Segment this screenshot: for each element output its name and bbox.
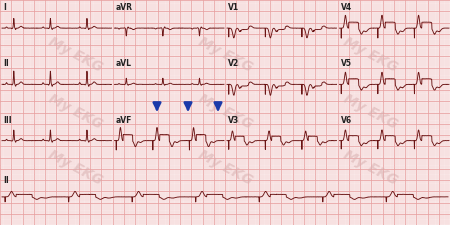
Text: V1: V1 [228, 3, 239, 12]
Text: V4: V4 [341, 3, 351, 12]
Text: V2: V2 [228, 59, 239, 68]
Text: My EKG: My EKG [196, 92, 254, 132]
Text: aVR: aVR [116, 3, 132, 12]
Text: My EKG: My EKG [341, 92, 400, 132]
Text: II: II [3, 176, 9, 185]
Text: My EKG: My EKG [45, 35, 104, 75]
Text: V3: V3 [228, 116, 239, 125]
Text: III: III [3, 116, 12, 125]
Text: aVL: aVL [116, 59, 131, 68]
Text: My EKG: My EKG [341, 35, 400, 75]
Text: My EKG: My EKG [196, 35, 254, 75]
Text: I: I [3, 3, 6, 12]
Text: V6: V6 [341, 116, 351, 125]
Text: My EKG: My EKG [196, 148, 254, 188]
Text: II: II [3, 59, 9, 68]
Text: V5: V5 [341, 59, 351, 68]
Text: My EKG: My EKG [45, 92, 104, 132]
Text: My EKG: My EKG [45, 148, 104, 188]
Text: aVF: aVF [116, 116, 132, 125]
Text: My EKG: My EKG [341, 148, 400, 188]
